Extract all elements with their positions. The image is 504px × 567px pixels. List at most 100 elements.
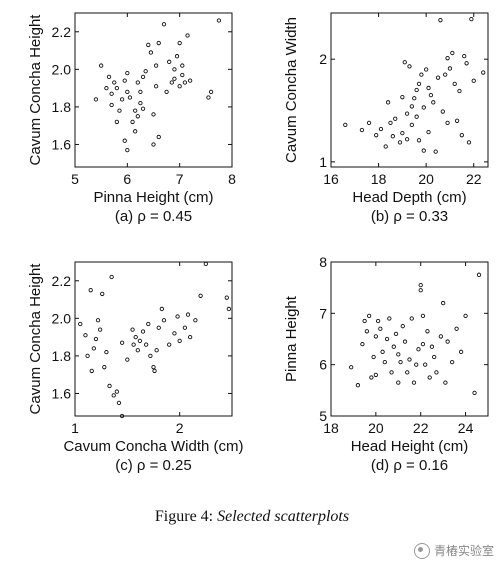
data-point [380,349,385,354]
x-tick-label: 20 [418,171,434,187]
data-point [146,42,151,48]
data-point [359,127,365,133]
data-point [154,348,159,353]
plot-frame [74,261,233,417]
panel-label: (c) ρ = 0.25 [115,457,191,474]
data-point [414,362,419,367]
data-point [443,72,448,77]
x-tick-label: 18 [323,420,339,436]
x-tick-label: 8 [228,171,236,187]
data-point [93,97,99,102]
x-tick-label: 18 [371,171,387,187]
watermark: 青樁实验室 [413,542,494,559]
data-point [384,336,390,342]
data-point [462,53,467,59]
data-point [97,327,103,332]
data-point [156,325,161,330]
data-point [382,359,387,365]
x-tick-label: 22 [413,420,429,436]
data-point [122,138,127,143]
data-point [148,353,153,359]
data-point [388,120,393,126]
data-point [371,354,376,360]
data-point [440,300,446,306]
data-point [182,80,188,85]
data-point [167,59,172,64]
data-point [443,380,448,385]
data-point [402,60,407,65]
data-point [404,111,410,116]
data-point [125,357,130,362]
data-point [433,149,438,154]
x-tick-label: 2 [176,420,184,436]
data-point [174,54,180,59]
figure-caption-text: Selected scatterplots [217,508,350,525]
data-point [419,72,424,77]
data-point [161,318,167,323]
data-point [409,104,415,109]
data-point [400,130,405,136]
data-point [91,346,96,351]
data-point [151,142,156,147]
data-point [424,67,429,72]
data-point [420,341,426,347]
data-point [135,348,140,353]
data-point [355,383,361,388]
data-point [425,329,430,334]
data-point [438,334,444,339]
x-tick-label: 1 [71,420,79,436]
data-point [412,96,417,101]
data-point [458,349,464,354]
data-point [119,413,125,419]
data-point [411,380,417,385]
data-point [208,89,214,95]
data-point [396,352,401,357]
y-axis-label: Pinna Height [283,295,300,382]
data-point [182,325,188,330]
data-point [471,78,476,83]
data-point [153,63,159,68]
data-point [447,66,453,71]
x-axis-label: Pinna Height (cm) [93,189,213,206]
y-tick-label: 1.6 [52,385,72,401]
data-point [454,326,459,331]
data-point [185,33,190,38]
data-point [459,133,464,138]
data-point [416,138,422,143]
y-tick-label: 1.8 [52,348,72,364]
data-point [398,359,403,365]
y-tick-label: 2.2 [52,273,72,289]
data-point [156,40,161,46]
data-point [457,88,462,94]
wechat-icon [413,542,430,559]
data-point [172,331,177,336]
data-point [156,134,161,140]
data-point [117,108,122,113]
data-point [438,18,443,23]
data-point [435,75,441,80]
data-point [177,84,182,89]
data-point [434,370,439,375]
data-point [476,272,482,277]
data-point [466,140,472,145]
data-point [144,342,149,347]
data-point [369,375,374,380]
data-point [360,341,365,347]
data-point [414,87,419,93]
plot-frame [74,12,233,168]
data-point [180,63,185,68]
data-point [391,344,396,349]
data-point [414,114,419,119]
data-point [177,40,182,46]
x-tick-label: 20 [368,420,384,436]
data-point [143,69,148,74]
data-point [88,288,93,293]
data-point [362,318,367,324]
data-point [106,74,112,80]
figure-caption-label: Figure 4: [154,508,214,525]
data-point [416,347,421,352]
data-point [151,365,156,370]
data-point [125,89,130,95]
panel-label: (a) ρ = 0.45 [115,208,192,225]
data-point [78,321,83,327]
